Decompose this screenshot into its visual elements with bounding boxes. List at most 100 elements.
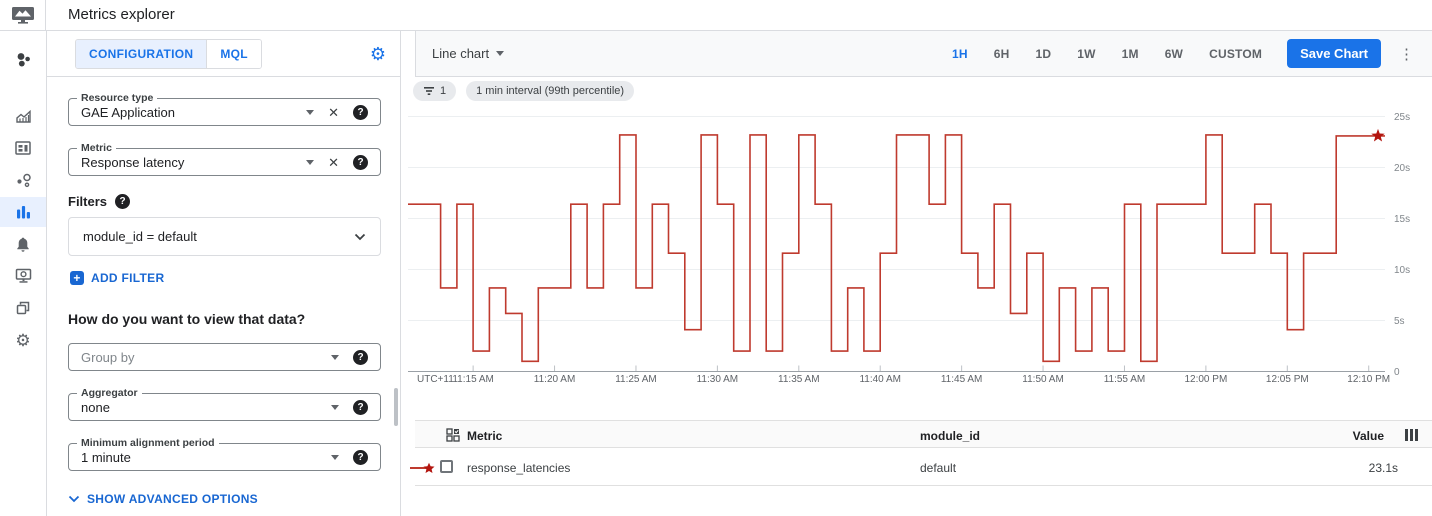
monitoring-logo[interactable] bbox=[0, 0, 46, 30]
dropdown-caret-icon[interactable] bbox=[331, 454, 339, 460]
filters-section-label: Filters ? bbox=[68, 194, 131, 209]
filter-count-chip[interactable]: 1 bbox=[413, 81, 457, 101]
nav-metrics-explorer[interactable] bbox=[0, 197, 46, 227]
services-icon bbox=[16, 173, 31, 187]
help-circle-icon[interactable]: ? bbox=[115, 194, 131, 209]
alerting-bell-icon bbox=[17, 237, 29, 252]
x-tick-label: 11:15 AM bbox=[452, 374, 494, 385]
columns-icon[interactable] bbox=[1405, 429, 1418, 444]
chart-settings-gear-icon[interactable]: ⚙ bbox=[369, 43, 386, 64]
chevron-down-icon[interactable] bbox=[354, 228, 366, 246]
config-scrollbar-thumb[interactable] bbox=[394, 388, 398, 426]
group-by-field[interactable]: Group by ? bbox=[68, 343, 381, 371]
metric-value: Response latency bbox=[81, 154, 185, 170]
column-header-module-id[interactable]: module_id bbox=[920, 429, 981, 443]
show-advanced-options-button[interactable]: SHOW ADVANCED OPTIONS bbox=[68, 492, 258, 506]
x-tick-label: 11:25 AM bbox=[615, 374, 657, 385]
aggregator-field[interactable]: Aggregator none ? bbox=[68, 387, 381, 421]
config-panel: CONFIGURATION MQL ⚙ Resource type GAE Ap… bbox=[47, 31, 401, 516]
aggregator-value: none bbox=[81, 399, 110, 415]
y-tick-label: 10s bbox=[1394, 264, 1411, 276]
column-header-metric[interactable]: Metric bbox=[467, 429, 503, 443]
range-1d[interactable]: 1D bbox=[1035, 46, 1052, 61]
y-tick-label: 15s bbox=[1394, 213, 1411, 225]
resource-type-label: Resource type bbox=[77, 92, 158, 104]
page-title: Metrics explorer bbox=[68, 6, 175, 23]
range-6h[interactable]: 6H bbox=[993, 46, 1010, 61]
y-axis-labels: 0 5s 10s 15s 20s 25s bbox=[1394, 105, 1432, 378]
filter-list-icon bbox=[424, 87, 434, 95]
filter-expression: module_id = default bbox=[83, 229, 197, 244]
nav-settings[interactable]: ⚙ bbox=[0, 325, 46, 355]
y-tick-label: 20s bbox=[1394, 162, 1411, 174]
chart-type-dropdown[interactable]: Line chart bbox=[432, 46, 505, 61]
x-tick-label: 12:05 PM bbox=[1265, 374, 1309, 385]
help-circle-icon[interactable]: ? bbox=[353, 104, 368, 120]
tab-mql[interactable]: MQL bbox=[206, 39, 261, 68]
help-circle-icon[interactable]: ? bbox=[353, 399, 368, 415]
range-6w[interactable]: 6W bbox=[1164, 46, 1184, 61]
help-circle-icon[interactable]: ? bbox=[353, 349, 368, 365]
x-tick-label: 12:10 PM bbox=[1347, 374, 1391, 385]
nav-uptime-checks[interactable] bbox=[0, 261, 46, 291]
nav-monitoring-overview[interactable] bbox=[0, 45, 46, 75]
nav-groups[interactable] bbox=[0, 293, 46, 323]
nav-alerting[interactable] bbox=[0, 229, 46, 259]
resource-type-value: GAE Application bbox=[81, 104, 175, 120]
x-tick-label: 11:40 AM bbox=[859, 374, 901, 385]
nav-dashboards[interactable] bbox=[0, 133, 46, 163]
monitoring-monitor-icon bbox=[11, 6, 34, 24]
monitoring-overview-icon bbox=[17, 53, 30, 67]
range-1h[interactable]: 1H bbox=[951, 46, 968, 61]
latency-line-chart[interactable] bbox=[408, 105, 1385, 372]
config-header: CONFIGURATION MQL ⚙ bbox=[47, 31, 400, 77]
min-alignment-label: Minimum alignment period bbox=[77, 437, 219, 449]
metric-field[interactable]: Metric Response latency ✕ ? bbox=[68, 142, 381, 176]
dropdown-caret-icon[interactable] bbox=[306, 109, 315, 115]
series-value: 23.1s bbox=[1368, 461, 1398, 475]
resource-type-field[interactable]: Resource type GAE Application ✕ ? bbox=[68, 92, 381, 126]
dropdown-caret-icon[interactable] bbox=[331, 354, 339, 360]
left-nav-rail: ⚙ bbox=[0, 31, 47, 516]
filter-card[interactable]: module_id = default bbox=[68, 217, 381, 256]
groups-icon bbox=[16, 301, 30, 315]
x-tick-label: 11:45 AM bbox=[940, 374, 983, 385]
clear-x-icon[interactable]: ✕ bbox=[328, 104, 339, 120]
help-circle-icon[interactable]: ? bbox=[353, 154, 368, 170]
legend-table-row[interactable]: response_latencies default 23.1s bbox=[410, 449, 1432, 486]
metric-label: Metric bbox=[77, 142, 116, 154]
range-1m[interactable]: 1M bbox=[1121, 46, 1139, 61]
x-axis-labels: UTC+11 11:15 AM 11:20 AM 11:25 AM 11:30 AM 11… bbox=[408, 374, 1398, 388]
clear-x-icon[interactable]: ✕ bbox=[328, 154, 339, 170]
chart-panel: Line chart 1H 6H 1D 1W 1M 6W CUSTOM Save… bbox=[408, 31, 1432, 516]
plot-area bbox=[408, 105, 1385, 372]
interval-chip[interactable]: 1 min interval (99th percentile) bbox=[466, 81, 635, 101]
group-by-placeholder: Group by bbox=[81, 349, 135, 365]
timezone-label: UTC+11 bbox=[417, 374, 454, 385]
column-header-value[interactable]: Value bbox=[1352, 429, 1384, 443]
metric-select-all-icon[interactable] bbox=[446, 428, 460, 445]
x-tick-label: 11:20 AM bbox=[533, 374, 576, 385]
nav-services[interactable] bbox=[0, 165, 46, 195]
uptime-monitor-icon bbox=[15, 268, 31, 283]
min-alignment-field[interactable]: Minimum alignment period 1 minute ? bbox=[68, 437, 381, 471]
series-checkbox[interactable] bbox=[440, 460, 453, 473]
dropdown-caret-icon[interactable] bbox=[331, 404, 339, 410]
save-chart-button[interactable]: Save Chart bbox=[1287, 39, 1381, 68]
dropdown-caret-icon[interactable] bbox=[306, 159, 315, 165]
y-tick-label: 5s bbox=[1394, 315, 1405, 327]
range-1w[interactable]: 1W bbox=[1077, 46, 1096, 61]
help-circle-icon[interactable]: ? bbox=[353, 449, 368, 465]
x-tick-label: 12:00 PM bbox=[1184, 374, 1228, 385]
range-custom[interactable]: CUSTOM bbox=[1209, 46, 1263, 61]
tab-configuration[interactable]: CONFIGURATION bbox=[76, 39, 207, 68]
nav-metrics[interactable] bbox=[0, 101, 46, 131]
x-tick-label: 11:30 AM bbox=[696, 374, 739, 385]
series-legend-marker bbox=[410, 461, 436, 478]
top-app-bar: Metrics explorer bbox=[0, 0, 1432, 31]
x-tick-label: 11:50 AM bbox=[1022, 374, 1064, 385]
aggregator-label: Aggregator bbox=[77, 387, 142, 399]
more-options-kebab-icon[interactable]: ⋮ bbox=[1399, 45, 1414, 63]
add-filter-button[interactable]: + ADD FILTER bbox=[70, 271, 164, 285]
y-tick-label: 25s bbox=[1394, 111, 1411, 123]
